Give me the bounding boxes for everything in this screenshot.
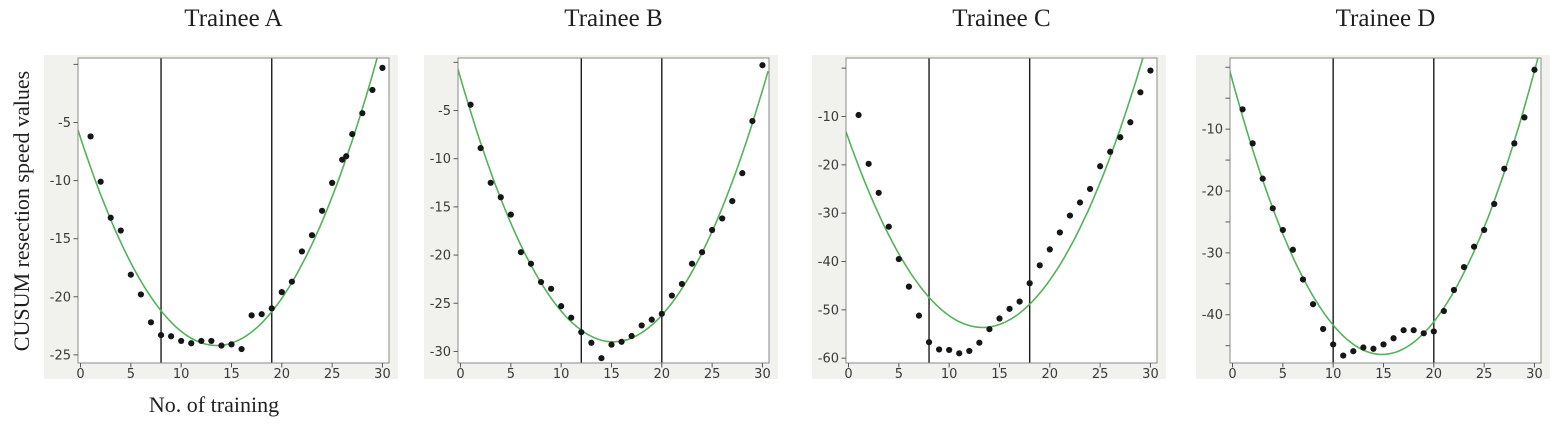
- svg-text:30: 30: [374, 367, 391, 379]
- svg-text:20: 20: [654, 367, 671, 379]
- chart-panel-trainee-a: 0 5 10 15 20 25 30 -5 -10 -15 -20 -25: [44, 55, 398, 379]
- chart-title-trainee-b: Trainee B: [564, 5, 663, 32]
- svg-text:5: 5: [1279, 367, 1287, 379]
- scatter-chart-trainee-b: 0 5 10 15 20 25 30 -5 -10 -15 -20 -25 -30: [430, 57, 771, 379]
- svg-text:5: 5: [895, 367, 903, 379]
- svg-text:-30: -30: [818, 207, 839, 222]
- chart-title-trainee-a: Trainee A: [184, 5, 283, 32]
- scatter-chart-trainee-a: 0 5 10 15 20 25 30 -5 -10 -15 -20 -25: [50, 57, 391, 379]
- chart-panel-trainee-c: 0 5 10 15 20 25 30 -10 -20 -30 -40 -50 -60: [812, 55, 1166, 379]
- svg-text:30: 30: [754, 367, 771, 379]
- svg-text:-30: -30: [1202, 246, 1223, 261]
- svg-text:-60: -60: [818, 352, 839, 367]
- svg-text:-40: -40: [1202, 308, 1223, 323]
- svg-text:-10: -10: [430, 152, 451, 167]
- svg-text:25: 25: [1092, 367, 1109, 379]
- svg-text:10: 10: [941, 367, 958, 379]
- x-axis-label: No. of training: [148, 392, 280, 417]
- scatter-chart-trainee-d: 0 5 10 15 20 25 30 -10 -20 -30 -40: [1202, 57, 1543, 379]
- svg-text:-50: -50: [818, 303, 839, 318]
- svg-text:-5: -5: [438, 104, 451, 119]
- scatter-chart-trainee-c: 0 5 10 15 20 25 30 -10 -20 -30 -40 -50 -60: [818, 57, 1159, 379]
- svg-text:25: 25: [324, 367, 341, 379]
- svg-text:30: 30: [1142, 367, 1159, 379]
- svg-text:0: 0: [844, 367, 852, 379]
- chart-title-trainee-d: Trainee D: [1335, 5, 1436, 32]
- svg-text:-15: -15: [430, 200, 451, 215]
- svg-text:20: 20: [274, 367, 291, 379]
- svg-text:-25: -25: [50, 348, 71, 363]
- svg-text:20: 20: [1042, 367, 1059, 379]
- svg-text:5: 5: [127, 367, 135, 379]
- svg-text:25: 25: [1476, 367, 1493, 379]
- svg-text:5: 5: [507, 367, 515, 379]
- svg-text:20: 20: [1426, 367, 1443, 379]
- svg-text:-15: -15: [50, 232, 71, 247]
- chart-panel-trainee-b: 0 5 10 15 20 25 30 -5 -10 -15 -20 -25 -30: [424, 55, 778, 379]
- chart-panel-trainee-d: 0 5 10 15 20 25 30 -10 -20 -30 -40: [1196, 55, 1550, 379]
- svg-text:-5: -5: [58, 116, 71, 131]
- y-axis-label: CUSUM resection speed values: [9, 70, 34, 352]
- svg-text:0: 0: [1228, 367, 1236, 379]
- svg-text:10: 10: [173, 367, 190, 379]
- svg-text:15: 15: [1375, 367, 1392, 379]
- svg-text:25: 25: [704, 367, 721, 379]
- chart-title-trainee-c: Trainee C: [952, 5, 1051, 32]
- svg-text:-40: -40: [818, 255, 839, 270]
- svg-text:0: 0: [76, 367, 84, 379]
- svg-text:30: 30: [1526, 367, 1543, 379]
- svg-text:10: 10: [1325, 367, 1342, 379]
- svg-text:-25: -25: [430, 297, 451, 312]
- svg-text:-20: -20: [430, 249, 451, 264]
- svg-text:15: 15: [603, 367, 620, 379]
- svg-text:-30: -30: [430, 345, 451, 360]
- svg-text:-10: -10: [1202, 123, 1223, 138]
- svg-text:-20: -20: [818, 158, 839, 173]
- svg-text:10: 10: [553, 367, 570, 379]
- svg-text:0: 0: [456, 367, 464, 379]
- svg-text:-20: -20: [50, 290, 71, 305]
- svg-text:-10: -10: [50, 174, 71, 189]
- svg-text:15: 15: [991, 367, 1008, 379]
- svg-text:-10: -10: [818, 110, 839, 125]
- svg-text:-20: -20: [1202, 185, 1223, 200]
- svg-text:15: 15: [223, 367, 240, 379]
